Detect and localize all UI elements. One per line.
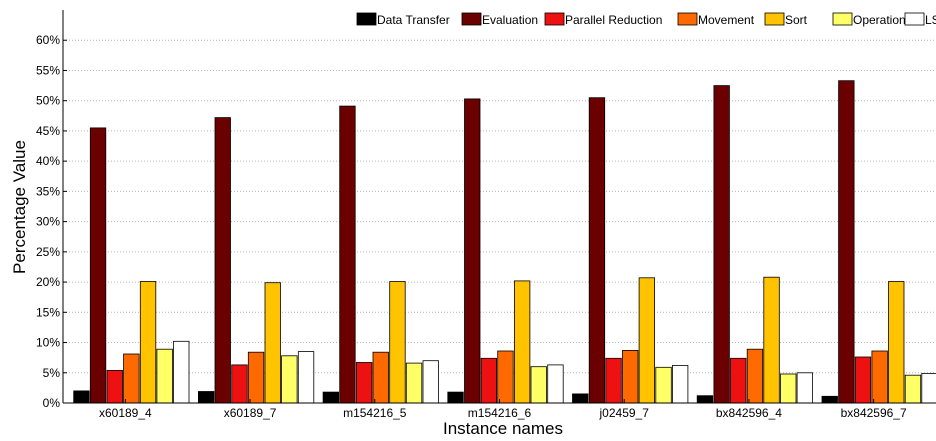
y-tick-label: 45% xyxy=(36,124,60,138)
bar-movement xyxy=(372,351,389,404)
bar-parallel-reduction xyxy=(605,357,622,404)
bar-parallel-reduction xyxy=(106,369,123,404)
y-tick-label: 10% xyxy=(36,336,60,350)
bar-evaluation xyxy=(713,85,730,404)
bar-evaluation xyxy=(89,127,107,404)
legend-label: LS xyxy=(925,13,936,27)
bar-parallel-reduction xyxy=(231,364,248,404)
bar-sort xyxy=(139,281,157,404)
bar-evaluation xyxy=(214,117,231,404)
legend-swatch xyxy=(832,12,853,26)
legend-label: Parallel Reduction xyxy=(565,13,662,27)
y-tick-label: 20% xyxy=(36,275,60,289)
y-tick-label: 5% xyxy=(43,366,61,380)
bar-sort xyxy=(638,277,655,404)
y-tick-label: 25% xyxy=(36,245,60,259)
y-tick-label: 35% xyxy=(36,184,60,198)
bar-movement xyxy=(497,350,514,404)
y-axis-title: Percentage Value xyxy=(10,140,29,274)
legend-swatch xyxy=(677,12,698,26)
bar-operations xyxy=(156,348,173,404)
bar-ls xyxy=(173,340,190,404)
bar-parallel-reduction xyxy=(730,357,747,404)
bar-evaluation xyxy=(339,105,356,404)
bar-sort xyxy=(514,280,531,404)
bar-movement xyxy=(247,351,265,404)
y-tick-label: 30% xyxy=(36,215,60,229)
y-tick-labels: 0% 5% 10% 15% 20% 25% 30% 35% 40% 45% 50% 55% 60% xyxy=(36,33,67,410)
bar-movement xyxy=(746,348,764,404)
bar-data-transfer xyxy=(322,391,340,404)
legend-label: Data Transfer xyxy=(377,13,450,27)
y-tick-label: 40% xyxy=(36,154,60,168)
y-tick-label: 55% xyxy=(36,63,60,77)
x-tick-label: m154216_6 xyxy=(468,406,532,420)
bar-evaluation xyxy=(838,80,855,404)
legend-label: Sort xyxy=(785,13,808,27)
legend-label: Evaluation xyxy=(482,13,538,27)
bar-ls xyxy=(547,364,564,404)
bar-movement xyxy=(123,353,140,404)
x-axis-title: Instance names xyxy=(443,419,563,438)
x-tick-labels: x60189_4 x60189_7 m154216_5 m154216_6 j02459… xyxy=(99,399,907,420)
legend-swatch xyxy=(461,12,482,26)
bar-operations xyxy=(655,366,672,404)
x-tick-label: x60189_7 xyxy=(224,406,277,420)
x-tick-label: j02459_7 xyxy=(599,406,650,420)
x-tick-label: bx842596_7 xyxy=(841,406,907,420)
x-tick-label: m154216_5 xyxy=(343,406,407,420)
legend-label: Operations xyxy=(853,13,912,27)
bar-data-transfer xyxy=(572,393,589,404)
bar-sort xyxy=(264,282,281,404)
x-tick-label: bx842596_4 xyxy=(716,406,782,420)
y-tick-label: 15% xyxy=(36,305,60,319)
legend-swatch xyxy=(764,12,785,26)
bar-data-transfer xyxy=(197,391,215,404)
y-tick-label: 50% xyxy=(36,94,60,108)
legend-label: Movement xyxy=(698,13,755,27)
bar-operations xyxy=(780,373,797,404)
legend-swatch xyxy=(544,12,565,26)
bar-movement xyxy=(871,350,888,404)
y-tick-label: 0% xyxy=(43,396,61,410)
bar-sort xyxy=(888,281,905,404)
y-tick-label: 60% xyxy=(36,33,60,47)
legend-swatch xyxy=(904,12,925,26)
bar-ls xyxy=(672,365,689,404)
bar-evaluation xyxy=(464,98,481,404)
bar-parallel-reduction xyxy=(854,356,872,404)
bar-data-transfer xyxy=(447,391,464,404)
bar-data-transfer xyxy=(696,395,714,404)
bar-evaluation xyxy=(588,97,606,404)
bar-parallel-reduction xyxy=(480,357,498,404)
plot-area xyxy=(63,10,936,403)
bar-data-transfer xyxy=(821,395,838,404)
bar-operations xyxy=(405,362,423,404)
bar-operations xyxy=(281,355,298,404)
legend-background xyxy=(350,9,936,29)
bar-ls xyxy=(297,351,315,404)
bars xyxy=(73,80,936,404)
bar-data-transfer xyxy=(73,390,90,404)
legend: Data Transfer Evaluation Parallel Reductio… xyxy=(350,9,936,29)
bar-sort xyxy=(763,276,780,404)
bar-operations xyxy=(904,374,922,404)
bar-ls xyxy=(921,372,936,404)
x-tick-label: x60189_4 xyxy=(99,406,152,420)
legend-swatch xyxy=(356,12,377,26)
bar-ls xyxy=(796,372,813,404)
bar-movement xyxy=(622,349,639,404)
bar-sort xyxy=(389,281,406,404)
bar-operations xyxy=(530,366,547,404)
bar-parallel-reduction xyxy=(355,362,373,404)
bar-ls xyxy=(422,360,439,404)
